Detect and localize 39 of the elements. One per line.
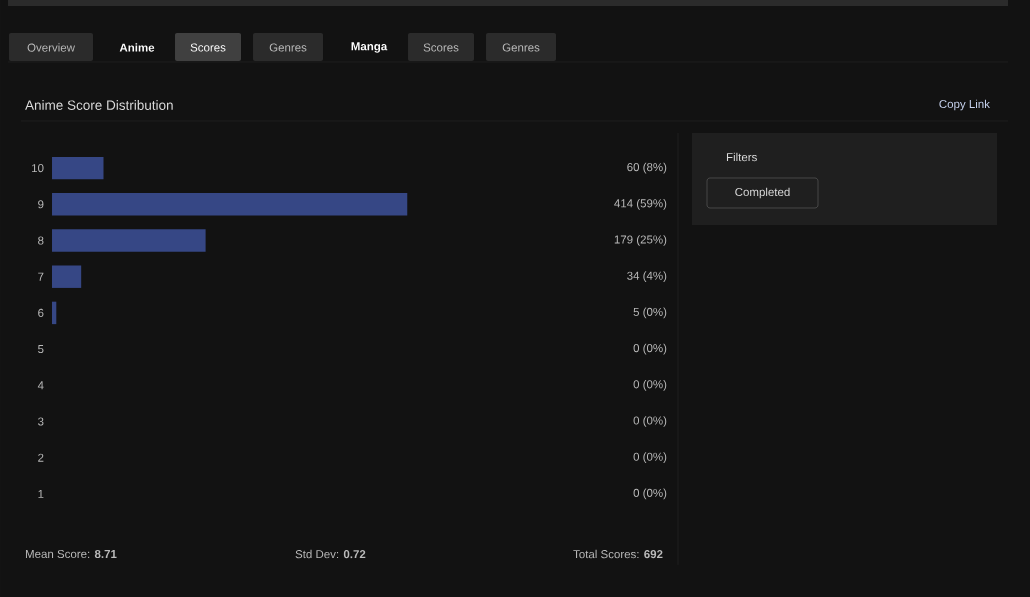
bar bbox=[52, 301, 57, 325]
text: Mean Score: 8.71 bbox=[25, 549, 117, 559]
text: Manga bbox=[351, 42, 388, 53]
text: Copy Link bbox=[939, 99, 990, 111]
y-tick-label: 6 bbox=[38, 308, 44, 317]
y-tick-label: 3 bbox=[38, 417, 44, 426]
data-label: 60 (8%) bbox=[627, 162, 667, 174]
text: Anime bbox=[119, 43, 155, 52]
text: Genres bbox=[502, 43, 540, 52]
bar bbox=[52, 156, 104, 180]
bar bbox=[52, 265, 82, 288]
data-label: 0 (0%) bbox=[633, 379, 667, 391]
y-tick-label: 5 bbox=[38, 345, 44, 354]
text: Overview bbox=[27, 43, 75, 52]
text: Filters bbox=[726, 152, 757, 162]
data-label: 0 (0%) bbox=[633, 416, 667, 427]
bar bbox=[52, 193, 408, 216]
data-label: 0 (0%) bbox=[633, 488, 667, 500]
text: Scores bbox=[423, 43, 459, 52]
text: Scores bbox=[190, 43, 226, 52]
bar bbox=[52, 229, 206, 252]
text: Total Scores: 692 bbox=[573, 549, 663, 559]
data-label: 34 (4%) bbox=[627, 271, 667, 283]
data-label: 0 (0%) bbox=[633, 452, 667, 464]
y-tick-label: 10 bbox=[32, 164, 44, 173]
data-label: 179 (25%) bbox=[614, 235, 667, 246]
data-label: 414 (59%) bbox=[614, 198, 667, 210]
text: Completed bbox=[735, 187, 790, 199]
y-tick-label: 2 bbox=[38, 453, 44, 462]
y-tick-label: 9 bbox=[38, 200, 44, 209]
y-tick-label: 7 bbox=[38, 272, 44, 281]
text: Std Dev: 0.72 bbox=[295, 549, 366, 559]
y-tick-label: 8 bbox=[38, 236, 44, 245]
chart-title: Anime Score Distribution bbox=[25, 100, 173, 110]
text: Genres bbox=[269, 43, 307, 52]
data-label: 5 (0%) bbox=[633, 307, 667, 319]
data-label: 0 (0%) bbox=[633, 343, 667, 355]
y-tick-label: 1 bbox=[38, 489, 44, 498]
y-tick-label: 4 bbox=[37, 381, 44, 390]
